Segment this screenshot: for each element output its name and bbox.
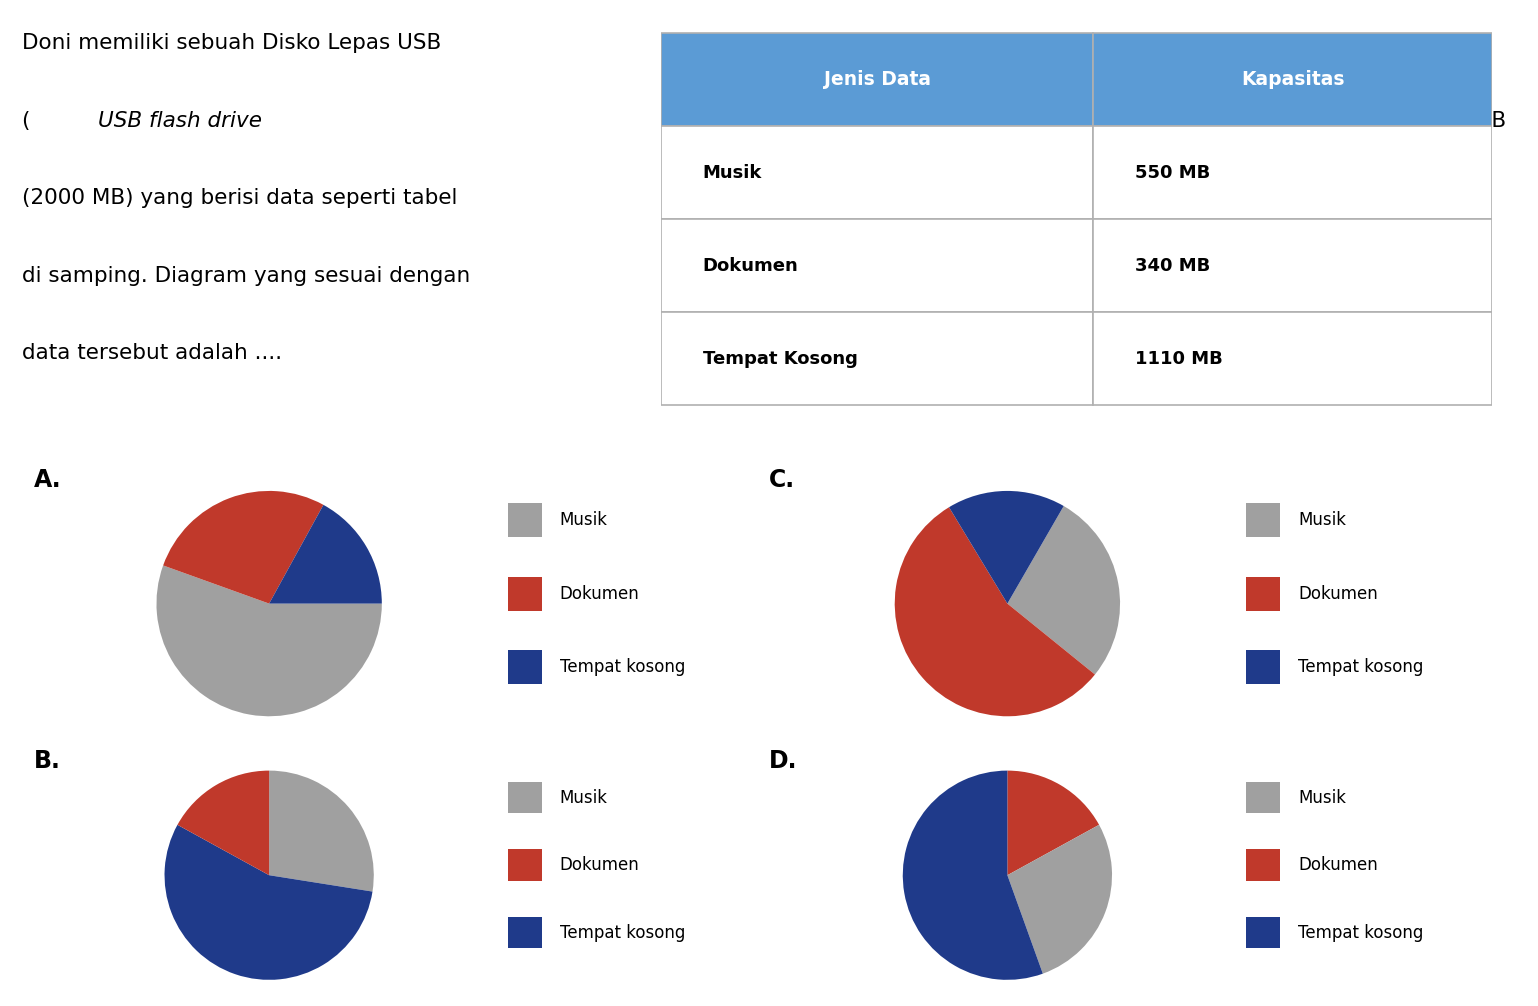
Wedge shape	[1007, 771, 1100, 875]
Text: 550 MB: 550 MB	[1135, 164, 1210, 182]
Text: A.: A.	[34, 468, 62, 492]
Text: Doni memiliki sebuah Disko Lepas USB: Doni memiliki sebuah Disko Lepas USB	[22, 33, 441, 53]
Bar	[1094, 312, 1492, 405]
Wedge shape	[177, 771, 269, 875]
Wedge shape	[949, 491, 1064, 604]
Bar	[661, 312, 1094, 405]
Text: Dokumen: Dokumen	[1298, 856, 1378, 874]
Bar	[1246, 917, 1280, 949]
Wedge shape	[903, 771, 1043, 980]
Text: Tempat Kosong: Tempat Kosong	[703, 350, 858, 368]
Bar	[1246, 782, 1280, 813]
Wedge shape	[1007, 825, 1112, 974]
Text: Musik: Musik	[1298, 789, 1346, 807]
Text: Jenis Data: Jenis Data	[824, 70, 930, 90]
Bar	[661, 127, 1094, 219]
Bar	[508, 849, 541, 881]
Text: B.: B.	[34, 749, 60, 774]
Wedge shape	[1007, 506, 1120, 674]
Text: Tempat kosong: Tempat kosong	[1298, 658, 1424, 676]
Bar	[1246, 503, 1280, 537]
Wedge shape	[269, 771, 374, 891]
Text: Dokumen: Dokumen	[1298, 584, 1378, 603]
Wedge shape	[895, 507, 1095, 716]
Text: Musik: Musik	[560, 789, 608, 807]
Bar	[661, 33, 1094, 127]
Bar	[661, 219, 1094, 312]
Wedge shape	[269, 505, 381, 604]
Text: (: (	[22, 111, 29, 131]
Text: D.: D.	[769, 749, 798, 774]
Text: Musik: Musik	[703, 164, 763, 182]
Bar	[508, 576, 541, 611]
Bar	[1246, 650, 1280, 684]
Bar	[508, 650, 541, 684]
Bar	[508, 782, 541, 813]
Text: di samping. Diagram yang sesuai dengan: di samping. Diagram yang sesuai dengan	[22, 266, 469, 286]
Text: Musik: Musik	[560, 511, 608, 529]
Text: Dokumen: Dokumen	[560, 856, 640, 874]
Bar	[1246, 849, 1280, 881]
Text: (2000 MB) yang berisi data seperti tabel: (2000 MB) yang berisi data seperti tabel	[22, 188, 457, 208]
Wedge shape	[157, 565, 381, 716]
Bar	[1094, 127, 1492, 219]
Bar	[1094, 33, 1492, 127]
Bar	[1246, 576, 1280, 611]
Text: Dokumen: Dokumen	[560, 584, 640, 603]
Text: Tempat kosong: Tempat kosong	[1298, 924, 1424, 942]
Bar	[1094, 219, 1492, 312]
Text: Tempat kosong: Tempat kosong	[560, 924, 686, 942]
Wedge shape	[165, 825, 372, 980]
Text: data tersebut adalah ....: data tersebut adalah ....	[22, 343, 281, 363]
Text: C.: C.	[769, 468, 795, 492]
Text: 340 MB: 340 MB	[1135, 257, 1210, 275]
Text: ) dengan kapasitas 2 GB: ) dengan kapasitas 2 GB	[1243, 111, 1506, 131]
Bar	[508, 917, 541, 949]
Text: Musik: Musik	[1298, 511, 1346, 529]
Text: USB flash drive: USB flash drive	[98, 111, 261, 131]
Text: 1110 MB: 1110 MB	[1135, 350, 1223, 368]
Text: Kapasitas: Kapasitas	[1241, 70, 1344, 90]
Wedge shape	[163, 491, 323, 604]
Bar	[508, 503, 541, 537]
Text: Dokumen: Dokumen	[703, 257, 798, 275]
Text: Tempat kosong: Tempat kosong	[560, 658, 686, 676]
